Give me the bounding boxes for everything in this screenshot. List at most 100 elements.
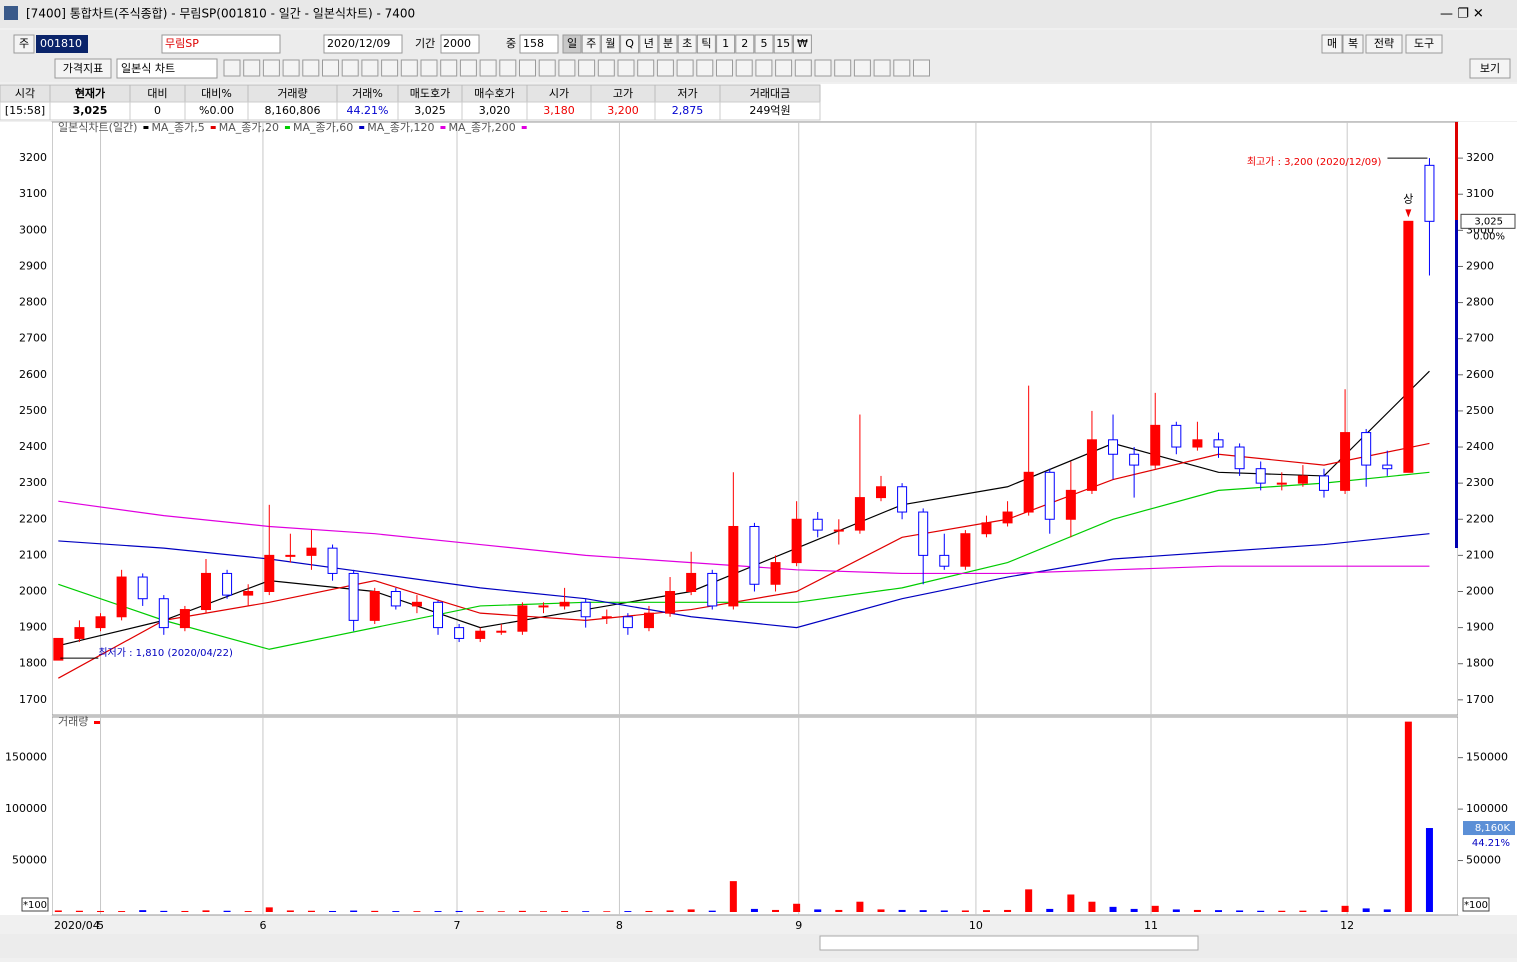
tool-icon[interactable]: [656, 59, 674, 77]
tool-icon[interactable]: [893, 59, 911, 77]
tool-icon[interactable]: [499, 59, 517, 77]
tool-icon[interactable]: [578, 59, 596, 77]
y-tick-label-right: 2400: [1466, 440, 1494, 453]
right-button-label: 전략: [1374, 37, 1394, 50]
candle-body: [179, 609, 190, 629]
volume-bar: [202, 910, 210, 912]
volume-bar: [1383, 909, 1391, 912]
tool-icon[interactable]: [873, 59, 891, 77]
tool-icon[interactable]: [558, 59, 576, 77]
interval-button[interactable]: [620, 34, 640, 54]
legend-swatch: [359, 126, 365, 129]
interval-button[interactable]: [600, 34, 620, 54]
volume-bar: [1130, 908, 1138, 912]
right-button[interactable]: [1342, 34, 1364, 54]
view-button[interactable]: [1469, 58, 1511, 79]
volume-bar: [329, 910, 337, 912]
name-input[interactable]: [161, 34, 281, 54]
tool-icon[interactable]: [853, 59, 871, 77]
tool-icon[interactable]: [696, 59, 714, 77]
tool-icon[interactable]: [913, 59, 930, 77]
count-input[interactable]: [519, 34, 559, 54]
right-axis-area: [1458, 122, 1517, 915]
interval-button[interactable]: [677, 34, 697, 54]
tool-icon[interactable]: [322, 59, 339, 77]
tool-icon[interactable]: [361, 59, 379, 77]
tool-icon[interactable]: [479, 59, 497, 77]
x-tick-label: 10: [969, 919, 983, 932]
tool-icon[interactable]: [223, 59, 241, 77]
interval-button[interactable]: [735, 34, 755, 54]
period-input[interactable]: [440, 34, 480, 54]
interval-button[interactable]: [754, 34, 774, 54]
legend-swatch: [521, 126, 527, 129]
interval-label: 2: [741, 37, 748, 50]
window-controls[interactable]: — ❐ ✕: [1440, 7, 1484, 22]
candle-body: [1297, 475, 1308, 484]
interval-button[interactable]: [696, 34, 716, 54]
tool-icon[interactable]: [775, 59, 793, 77]
tool-icon[interactable]: [834, 59, 852, 77]
candle-body: [960, 533, 971, 567]
right-button[interactable]: [1405, 34, 1443, 54]
chart-legend-title: 일본식차트(일간): [58, 120, 137, 134]
volume-bar: [940, 910, 948, 912]
y-tick-label: 2900: [19, 259, 47, 272]
y-tick-label: 2700: [19, 332, 47, 345]
interval-button[interactable]: [658, 34, 678, 54]
candle-body: [559, 601, 570, 607]
chart-kind-select[interactable]: [116, 58, 218, 79]
indicator: 가격지표: [63, 62, 103, 75]
volume-title: 거래량: [58, 715, 88, 728]
interval-button[interactable]: [562, 34, 582, 54]
interval-button[interactable]: [792, 34, 812, 54]
tool-icon[interactable]: [716, 59, 733, 77]
tool-icon[interactable]: [262, 59, 280, 77]
market-box[interactable]: [13, 34, 35, 54]
quote-value: [15:58]: [5, 104, 45, 117]
candle-body: [939, 554, 950, 567]
tool-icon[interactable]: [282, 59, 300, 77]
tool-icon[interactable]: [440, 59, 458, 77]
tool-icon[interactable]: [420, 59, 438, 77]
right-button[interactable]: [1321, 34, 1343, 54]
tool-icon[interactable]: [617, 59, 635, 77]
tool-icon[interactable]: [519, 59, 536, 77]
tool-icon[interactable]: [381, 59, 399, 77]
tool-icon[interactable]: [755, 59, 773, 77]
candle-body: [601, 616, 612, 619]
tool-icon[interactable]: [794, 59, 812, 77]
tool-icon[interactable]: [538, 59, 556, 77]
tool-icon[interactable]: [735, 59, 753, 77]
candle-body: [897, 486, 908, 513]
tool-icon[interactable]: [243, 59, 261, 77]
candle-body: [1044, 471, 1055, 520]
interval-button[interactable]: [639, 34, 659, 54]
tool-icon[interactable]: [459, 59, 477, 77]
candle-body: [1424, 164, 1435, 222]
date-input[interactable]: [323, 34, 403, 54]
interval-button[interactable]: [716, 34, 736, 54]
volume-bar: [1341, 905, 1349, 912]
indicator-button[interactable]: [54, 58, 112, 79]
volume-bar: [476, 911, 484, 912]
tool-icon[interactable]: [400, 59, 418, 77]
interval-button[interactable]: [581, 34, 601, 54]
scrollbar[interactable]: [819, 935, 1199, 951]
candle-body: [348, 572, 359, 621]
y-tick-label-right: 3100: [1466, 187, 1494, 200]
tool-icon[interactable]: [302, 59, 320, 77]
tool-icon[interactable]: [676, 59, 694, 77]
tool-icon[interactable]: [637, 59, 655, 77]
tool-icon[interactable]: [597, 59, 615, 77]
interval-button[interactable]: [773, 34, 793, 54]
tool-icon[interactable]: [814, 59, 832, 77]
volume-bar: [877, 909, 885, 912]
y-tick-label: 1700: [19, 693, 47, 706]
right-button[interactable]: [1365, 34, 1403, 54]
code-input[interactable]: [36, 35, 88, 53]
candle-body: [1192, 439, 1203, 448]
volume-bar: [982, 910, 990, 912]
tool-icon[interactable]: [341, 59, 359, 77]
candle-body: [770, 562, 781, 585]
